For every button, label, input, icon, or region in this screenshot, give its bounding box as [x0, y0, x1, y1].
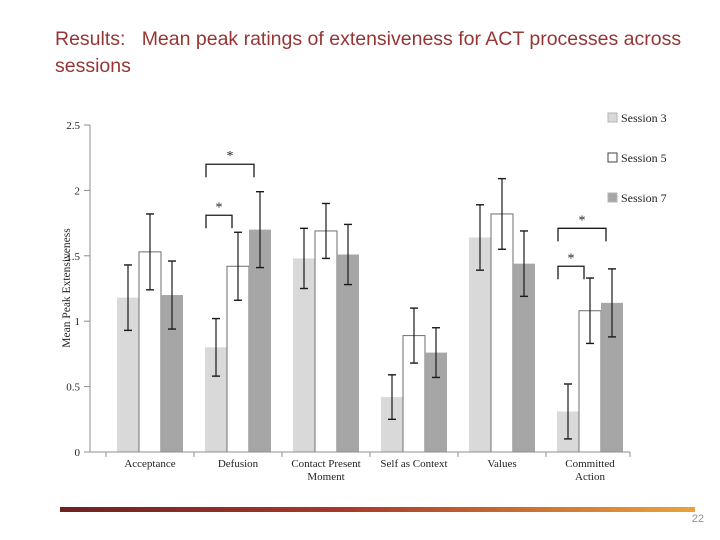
x-category-label-defusion: Defusion — [218, 458, 259, 470]
bar-session-7-acceptance — [161, 295, 183, 452]
x-category-label-acceptance: Acceptance — [124, 458, 175, 470]
bar-session-3-self-as-context — [381, 397, 403, 452]
x-category-label-committed-action: Committed — [565, 458, 615, 470]
x-category-label-self-as-context: Self as Context — [380, 458, 447, 470]
bar-session-7-self-as-context — [425, 352, 447, 452]
significance-star: * — [568, 251, 575, 266]
y-tick-label: 0 — [75, 447, 81, 459]
y-tick-label: 0.5 — [66, 382, 80, 394]
legend-swatch-session-3 — [607, 112, 618, 123]
y-tick-label: 1 — [75, 316, 81, 328]
bar-session-3-acceptance — [117, 297, 139, 452]
significance-star: * — [216, 200, 223, 215]
bar-session-7-defusion — [249, 229, 271, 452]
y-axis-title: Mean Peak Extensiveness — [61, 228, 73, 348]
bar-session-7-committed-action — [601, 302, 623, 452]
significance-star: * — [227, 149, 234, 164]
legend-swatch-session-7 — [607, 192, 618, 203]
bar-session-3-values — [469, 237, 491, 452]
bar-session-5-contact-present-moment — [314, 230, 338, 453]
x-category-label-contact-present-moment: Moment — [307, 471, 344, 483]
bar-session-7-values — [513, 263, 535, 452]
bar-session-3-contact-present-moment — [293, 258, 315, 452]
page-number: 22 — [691, 513, 704, 525]
x-category-label-contact-present-moment: Contact Present — [291, 458, 360, 470]
y-tick-label: 2.5 — [66, 120, 80, 132]
significance-bracket-committed-action-3 — [557, 265, 585, 280]
y-tick-label: 2 — [75, 185, 81, 197]
significance-star: * — [579, 213, 586, 228]
x-category-label-committed-action: Action — [575, 471, 605, 483]
bar-session-7-contact-present-moment — [337, 254, 359, 452]
slide-title: Results: Mean peak ratings of extensiven… — [55, 28, 687, 77]
x-category-label-values: Values — [487, 458, 516, 470]
legend-label-session-7: Session 7 — [621, 191, 667, 205]
legend-label-session-5: Session 5 — [621, 151, 667, 165]
accent-gradient-bar — [60, 507, 695, 512]
significance-bracket-defusion-0 — [205, 163, 255, 178]
y-tick-label: 1.5 — [66, 251, 80, 263]
significance-bracket-committed-action-2 — [557, 227, 607, 242]
legend-label-session-3: Session 3 — [621, 111, 667, 125]
legend-swatch-session-5 — [607, 152, 618, 163]
significance-bracket-defusion-1 — [205, 214, 233, 229]
bar-session-3-defusion — [205, 347, 227, 452]
